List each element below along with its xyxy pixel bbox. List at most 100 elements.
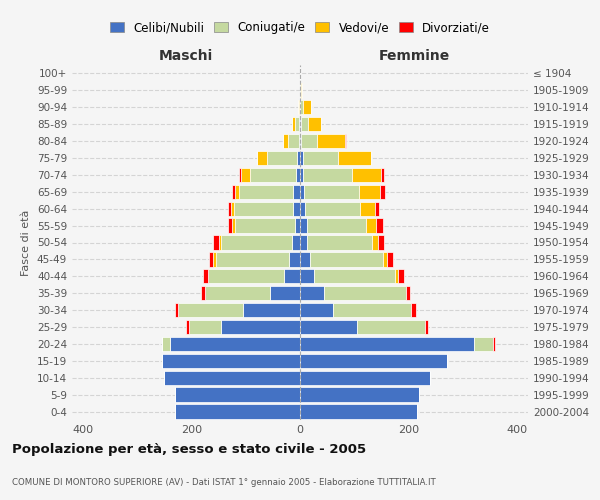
Bar — [300, 83, 301, 98]
Bar — [228, 218, 232, 233]
Bar — [243, 303, 300, 318]
Bar — [205, 286, 270, 300]
Bar — [474, 336, 493, 351]
Bar — [292, 236, 300, 250]
Bar — [209, 252, 213, 266]
Bar — [305, 202, 360, 216]
Y-axis label: Fasce di età: Fasce di età — [22, 210, 31, 276]
Bar — [300, 117, 301, 132]
Bar — [301, 117, 308, 132]
Bar — [300, 252, 310, 266]
Bar — [300, 354, 446, 368]
Bar — [371, 236, 378, 250]
Bar — [296, 168, 300, 182]
Bar — [300, 336, 474, 351]
Bar — [178, 303, 243, 318]
Bar — [380, 184, 385, 199]
Bar — [375, 202, 379, 216]
Bar — [170, 336, 300, 351]
Bar — [298, 100, 299, 114]
Text: Popolazione per età, sesso e stato civile - 2005: Popolazione per età, sesso e stato civil… — [12, 442, 366, 456]
Bar — [234, 202, 293, 216]
Bar — [221, 320, 300, 334]
Bar — [239, 168, 241, 182]
Bar — [300, 370, 430, 385]
Bar — [300, 100, 303, 114]
Bar — [295, 117, 299, 132]
Bar — [395, 269, 398, 283]
Bar — [299, 117, 300, 132]
Bar — [310, 252, 383, 266]
Bar — [304, 184, 359, 199]
Bar — [213, 252, 216, 266]
Text: Femmine: Femmine — [379, 50, 449, 64]
Bar — [208, 269, 284, 283]
Bar — [293, 202, 300, 216]
Bar — [268, 151, 297, 165]
Bar — [360, 202, 375, 216]
Bar — [293, 184, 300, 199]
Bar — [241, 168, 250, 182]
Bar — [289, 252, 300, 266]
Bar — [344, 134, 346, 148]
Bar — [161, 336, 170, 351]
Bar — [300, 236, 307, 250]
Bar — [300, 286, 325, 300]
Bar — [292, 117, 295, 132]
Bar — [297, 151, 300, 165]
Bar — [218, 236, 221, 250]
Bar — [300, 134, 301, 148]
Bar — [295, 218, 300, 233]
Bar — [161, 354, 300, 368]
Bar — [376, 218, 383, 233]
Bar — [325, 286, 406, 300]
Bar — [300, 151, 303, 165]
Bar — [303, 100, 311, 114]
Bar — [300, 269, 314, 283]
Bar — [175, 388, 300, 402]
Bar — [216, 252, 289, 266]
Bar — [270, 286, 300, 300]
Bar — [235, 218, 295, 233]
Bar — [308, 117, 321, 132]
Bar — [299, 100, 300, 114]
Bar — [493, 336, 496, 351]
Bar — [301, 83, 302, 98]
Y-axis label: Anni di nascita: Anni di nascita — [599, 201, 600, 284]
Bar — [300, 388, 419, 402]
Bar — [366, 218, 376, 233]
Bar — [239, 184, 293, 199]
Legend: Celibi/Nubili, Coniugati/e, Vedovi/e, Divorziati/e: Celibi/Nubili, Coniugati/e, Vedovi/e, Di… — [106, 18, 494, 38]
Bar — [299, 134, 300, 148]
Bar — [257, 151, 268, 165]
Bar — [300, 404, 417, 418]
Bar — [175, 404, 300, 418]
Bar — [284, 269, 300, 283]
Bar — [359, 184, 380, 199]
Bar — [352, 168, 382, 182]
Bar — [232, 184, 235, 199]
Text: COMUNE DI MONTORO SUPERIORE (AV) - Dati ISTAT 1° gennaio 2005 - Elaborazione TUT: COMUNE DI MONTORO SUPERIORE (AV) - Dati … — [12, 478, 436, 487]
Bar — [338, 151, 371, 165]
Bar — [388, 252, 393, 266]
Bar — [301, 134, 317, 148]
Bar — [300, 218, 307, 233]
Bar — [300, 320, 357, 334]
Bar — [425, 320, 428, 334]
Bar — [406, 286, 410, 300]
Bar — [307, 236, 371, 250]
Bar — [300, 303, 332, 318]
Bar — [200, 286, 205, 300]
Bar — [213, 236, 218, 250]
Text: Maschi: Maschi — [159, 50, 213, 64]
Bar — [314, 269, 395, 283]
Bar — [398, 269, 404, 283]
Bar — [300, 184, 304, 199]
Bar — [186, 320, 189, 334]
Bar — [203, 269, 208, 283]
Bar — [303, 168, 352, 182]
Bar — [378, 236, 383, 250]
Bar — [288, 134, 299, 148]
Bar — [250, 168, 296, 182]
Bar — [164, 370, 300, 385]
